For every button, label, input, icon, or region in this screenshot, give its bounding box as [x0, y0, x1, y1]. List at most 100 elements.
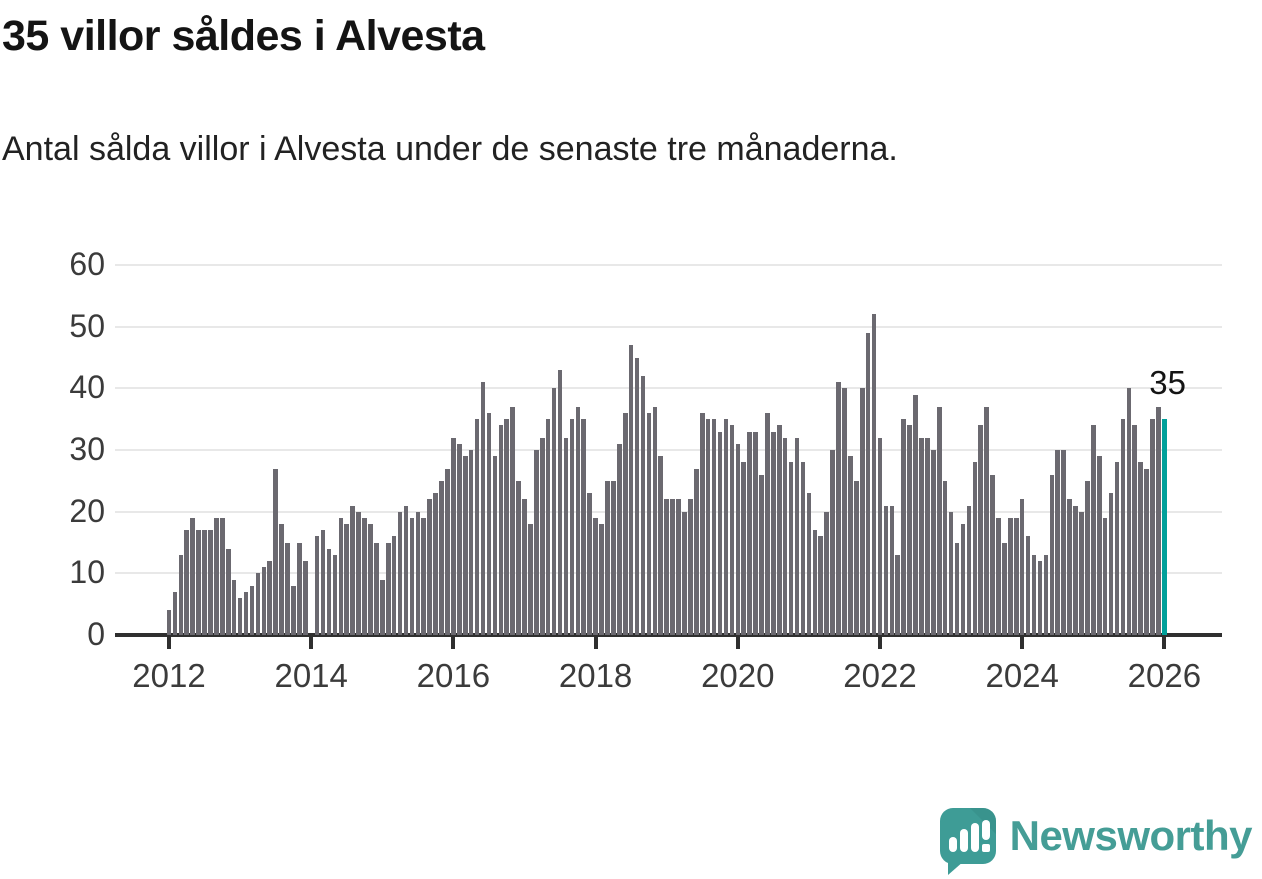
bar: [907, 425, 912, 635]
y-gridline: [115, 449, 1222, 451]
x-axis-tick: [309, 637, 314, 649]
x-axis-tick-label: 2018: [558, 657, 633, 694]
last-value-label: 35: [1149, 364, 1186, 401]
bar: [1043, 554, 1049, 635]
bar: [753, 431, 758, 635]
bar: [332, 554, 338, 635]
x-axis-tick: [1020, 637, 1025, 649]
bar: [883, 505, 889, 635]
y-gridline: [115, 325, 1222, 328]
chart-subtitle: Antal sålda villor i Alvesta under de se…: [2, 130, 898, 168]
bar: [960, 524, 966, 635]
bar: [528, 524, 533, 635]
bar: [563, 437, 569, 635]
bar: [1073, 505, 1078, 635]
x-axis-tick: [167, 637, 171, 649]
bar: [498, 425, 504, 635]
x-axis-tick-label: 2026: [1127, 657, 1202, 694]
bar: [504, 419, 509, 635]
bar: [1126, 388, 1132, 635]
bar: [646, 413, 652, 635]
bar: [694, 468, 699, 635]
bar: [350, 505, 355, 635]
x-axis-tick-label: 2016: [416, 657, 491, 694]
bar: [385, 542, 391, 635]
bar: [865, 332, 871, 635]
bar: [919, 437, 924, 635]
bar: [474, 419, 480, 635]
bar: [617, 443, 622, 635]
bar: [794, 437, 800, 635]
bar: [854, 480, 859, 635]
bar: [439, 480, 444, 635]
bar: [859, 388, 865, 635]
bar: [788, 462, 794, 635]
bar: [172, 591, 178, 635]
bar: [842, 388, 847, 635]
bar: [913, 394, 918, 635]
bar: [990, 474, 995, 635]
bar: [302, 561, 308, 635]
bar: [836, 382, 841, 635]
y-axis-tick-label: 60: [69, 246, 105, 282]
bar: [1067, 499, 1072, 635]
bar: [1079, 511, 1084, 635]
bar: [480, 382, 486, 635]
bar: [717, 431, 723, 635]
bar: [771, 431, 776, 635]
bar: [208, 530, 213, 635]
bar: [1008, 517, 1013, 635]
bar: [166, 610, 172, 635]
bar: [457, 443, 462, 635]
bar: [409, 517, 415, 635]
bar: [877, 437, 883, 635]
bar: [338, 517, 344, 635]
bar: [972, 462, 978, 635]
y-axis-tick-label: 20: [69, 492, 105, 529]
bar: [267, 561, 273, 635]
bar: [522, 499, 527, 635]
bar: [806, 493, 812, 635]
bar: [634, 357, 640, 635]
bar: [705, 419, 711, 635]
bar: [1019, 499, 1025, 635]
bar: [1025, 536, 1031, 635]
bar: [427, 499, 432, 635]
bar: [978, 425, 984, 635]
bar: [925, 437, 930, 635]
page-title: 35 villor såldes i Alvesta: [2, 12, 485, 60]
bar: [800, 462, 806, 635]
bar: [273, 468, 278, 635]
bar: [747, 431, 752, 635]
bar: [1049, 474, 1055, 635]
x-axis-tick-label: 2012: [132, 657, 206, 694]
y-gridline: [115, 387, 1222, 390]
bar: [901, 419, 906, 635]
newsworthy-logo-icon: [939, 808, 996, 875]
bar: [356, 511, 361, 635]
bar: [279, 524, 284, 635]
bar: [1061, 450, 1066, 635]
bar: [593, 517, 598, 635]
x-axis-line: [115, 633, 1222, 637]
y-axis-tick-label: 30: [69, 431, 105, 467]
bar: [403, 505, 409, 635]
bar: [551, 388, 557, 635]
bar: [1144, 468, 1149, 635]
bar: [699, 413, 705, 635]
bar: [735, 443, 741, 635]
y-axis-tick-label: 50: [69, 307, 105, 344]
bar: [291, 585, 296, 635]
bar: [1013, 517, 1019, 635]
bar: [664, 499, 669, 635]
bar: [984, 406, 989, 635]
bar: [942, 480, 948, 635]
bar: [812, 530, 818, 635]
bar: [421, 517, 427, 635]
bar: [545, 419, 551, 635]
bar: [1102, 517, 1108, 635]
bar: [889, 505, 895, 635]
x-axis-tick-label: 2022: [843, 657, 917, 694]
bar: [1138, 462, 1143, 635]
bar: [190, 517, 195, 635]
